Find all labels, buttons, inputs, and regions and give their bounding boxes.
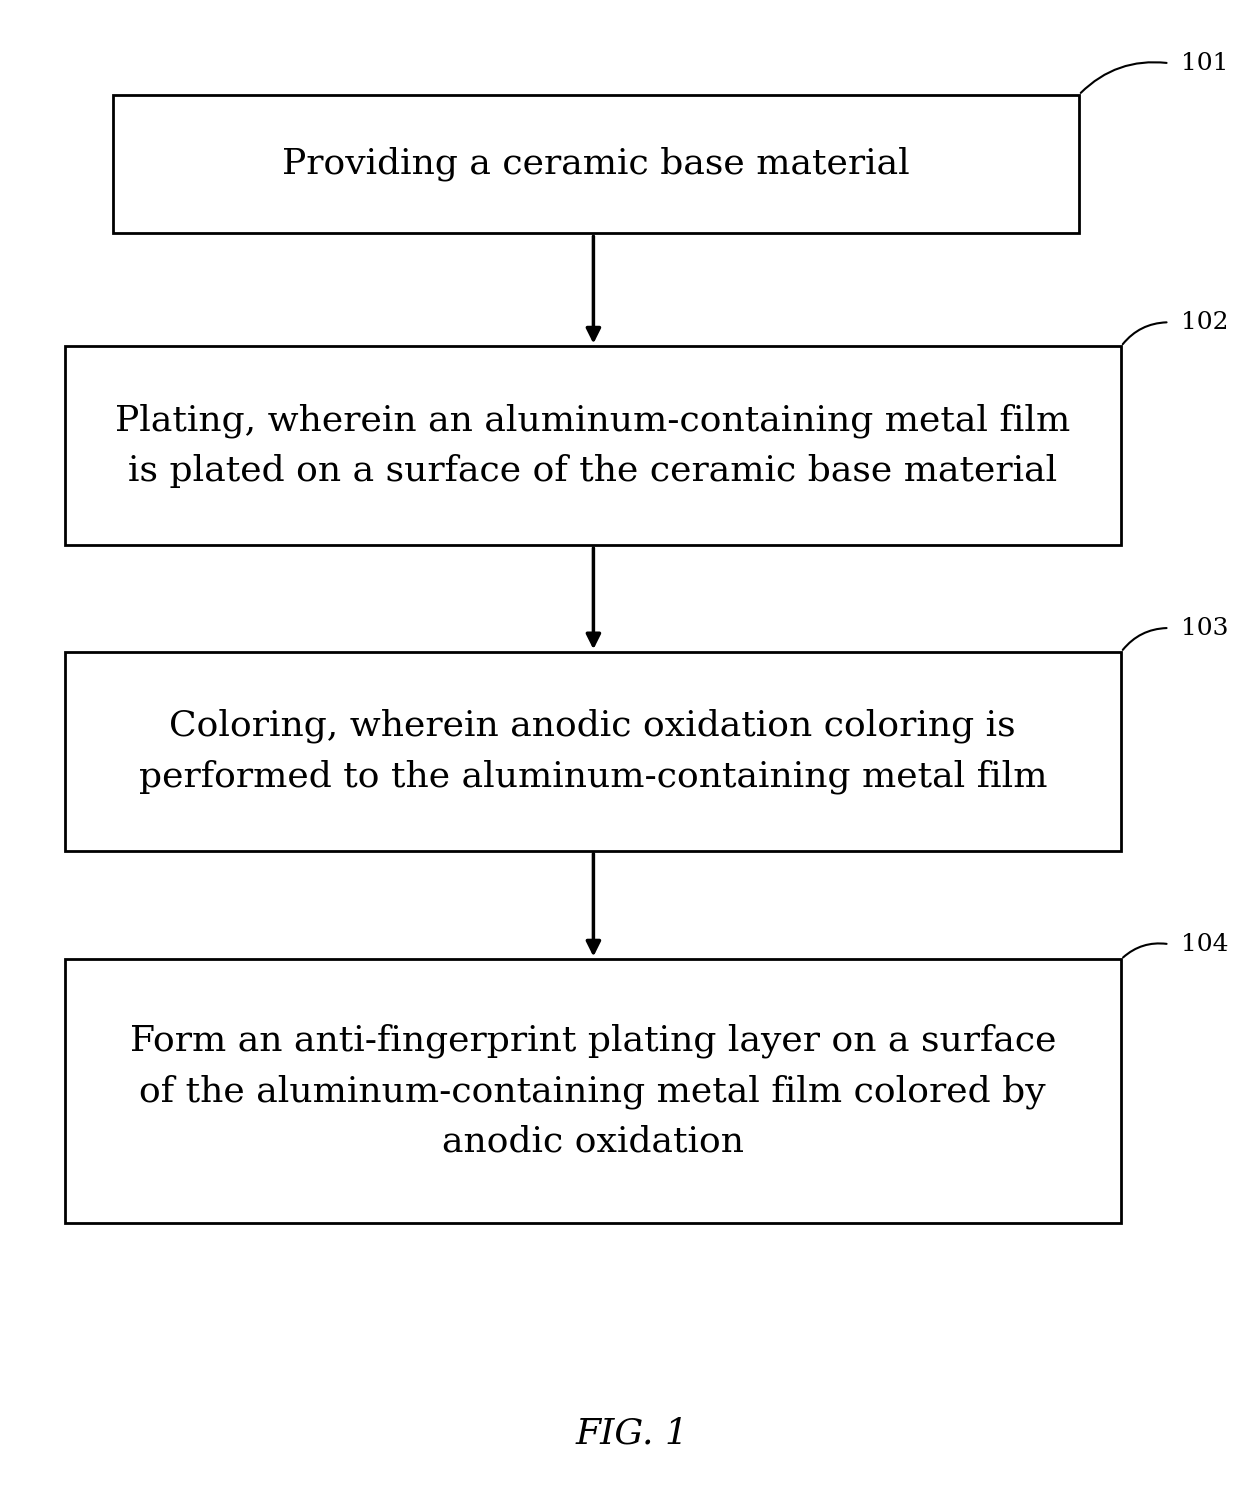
- FancyBboxPatch shape: [64, 652, 1121, 851]
- Text: Coloring, wherein anodic oxidation coloring is
performed to the aluminum-contain: Coloring, wherein anodic oxidation color…: [139, 709, 1047, 794]
- Text: 101: 101: [1182, 51, 1229, 75]
- Text: 103: 103: [1182, 616, 1229, 640]
- Text: Plating, wherein an aluminum-containing metal film
is plated on a surface of the: Plating, wherein an aluminum-containing …: [115, 404, 1070, 488]
- FancyBboxPatch shape: [64, 346, 1121, 545]
- Text: 102: 102: [1182, 310, 1229, 334]
- FancyBboxPatch shape: [64, 959, 1121, 1223]
- Text: 104: 104: [1182, 932, 1229, 956]
- Text: Providing a ceramic base material: Providing a ceramic base material: [281, 148, 910, 181]
- Text: FIG. 1: FIG. 1: [575, 1417, 688, 1450]
- FancyBboxPatch shape: [113, 95, 1079, 233]
- Text: Form an anti-fingerprint plating layer on a surface
of the aluminum-containing m: Form an anti-fingerprint plating layer o…: [129, 1024, 1056, 1158]
